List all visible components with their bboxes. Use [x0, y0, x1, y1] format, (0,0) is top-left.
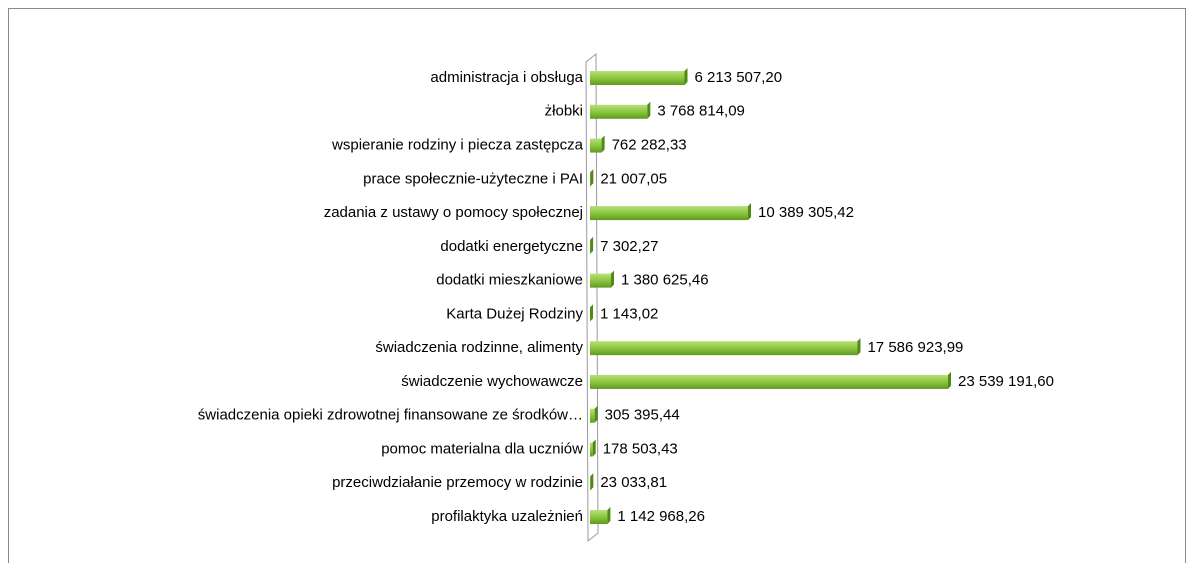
- bar-end: [590, 236, 594, 254]
- category-label: dodatki energetyczne: [440, 238, 583, 255]
- bar-end: [684, 68, 688, 85]
- category-label: pomoc materialna dla uczniów: [381, 440, 583, 457]
- bar-end: [748, 203, 752, 221]
- category-label: świadczenia rodzinne, alimenty: [375, 339, 583, 356]
- value-label: 1 143,02: [600, 305, 658, 322]
- bar-end: [594, 405, 598, 423]
- category-label: Karta Dużej Rodziny: [446, 305, 583, 322]
- category-label: prace społecznie-użyteczne i PAI: [363, 170, 583, 187]
- bar: [590, 273, 611, 288]
- value-label: 10 389 305,42: [758, 204, 854, 221]
- bar: [590, 206, 749, 221]
- bar: [590, 71, 685, 85]
- category-label: administracja i obsługa: [430, 69, 583, 86]
- category-label: przeciwdziałanie przemocy w rodzinie: [332, 474, 583, 491]
- bar: [590, 374, 948, 389]
- category-label: wspieranie rodziny i piecza zastępcza: [331, 137, 584, 154]
- value-label: 23 539 191,60: [958, 373, 1054, 390]
- value-label: 305 395,44: [605, 407, 680, 424]
- bar: [590, 442, 593, 457]
- category-label: zadania z ustawy o pomocy społecznej: [324, 204, 583, 221]
- value-label: 1 380 625,46: [621, 272, 709, 289]
- bar: [590, 408, 595, 423]
- category-label: świadczenia opieki zdrowotnej finansowan…: [198, 407, 583, 424]
- bar-end: [590, 169, 594, 187]
- value-label: 1 142 968,26: [617, 508, 705, 525]
- bar: [590, 510, 608, 525]
- value-label: 178 503,43: [603, 440, 678, 457]
- bar-end: [948, 371, 951, 389]
- bar-end: [590, 304, 594, 322]
- bar-end: [610, 270, 614, 288]
- bar: [590, 138, 602, 153]
- category-label: profilaktyka uzależnień: [431, 508, 583, 525]
- category-label: dodatki mieszkaniowe: [436, 272, 583, 289]
- bar-end: [590, 473, 594, 491]
- category-label: żłobki: [545, 103, 583, 120]
- value-label: 3 768 814,09: [657, 103, 745, 120]
- bar-end: [607, 507, 611, 525]
- frame: [8, 8, 1186, 563]
- value-label: 6 213 507,20: [694, 69, 782, 86]
- value-label: 21 007,05: [600, 170, 667, 187]
- bar: [590, 341, 858, 356]
- category-label: świadczenie wychowawcze: [401, 373, 583, 390]
- value-label: 762 282,33: [612, 137, 687, 154]
- bar-end: [592, 439, 596, 457]
- value-label: 23 033,81: [600, 474, 667, 491]
- bar: [590, 104, 648, 119]
- value-label: 17 586 923,99: [867, 339, 963, 356]
- bar-end: [601, 135, 605, 153]
- bar-end: [857, 338, 861, 356]
- value-label: 7 302,27: [600, 238, 658, 255]
- bar-end: [647, 101, 651, 119]
- axis-wall: [585, 52, 599, 543]
